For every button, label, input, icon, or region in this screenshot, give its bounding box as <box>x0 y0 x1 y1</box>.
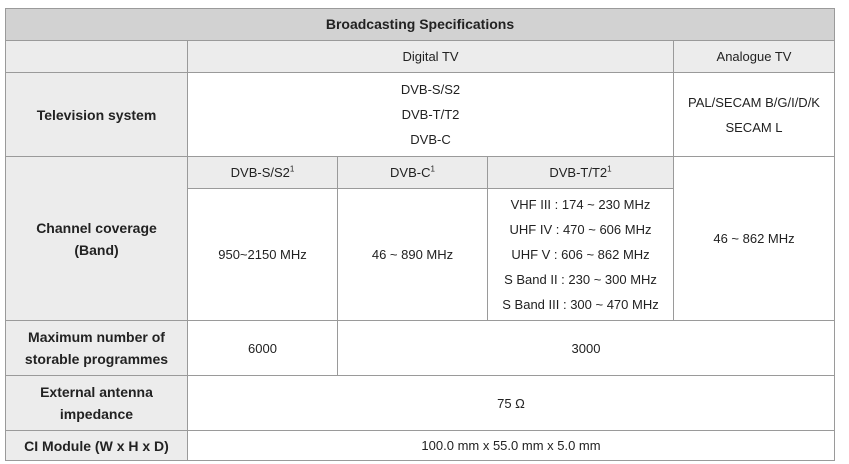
table-title: Broadcasting Specifications <box>4 8 836 41</box>
tv-system-value: SECAM L <box>725 119 783 135</box>
row-label-line: storable programmes <box>24 351 169 367</box>
band-range: S Band III : 300 ~ 470 MHz <box>502 297 659 312</box>
row-label-ci-module: CI Module (W x H x D) <box>5 430 188 461</box>
row-label-line: impedance <box>59 406 134 422</box>
dvbt-channel-coverage: VHF III : 174 ~ 230 MHz UHF IV : 470 ~ 6… <box>487 188 674 321</box>
analogue-television-systems: PAL/SECAM B/G/I/D/K SECAM L <box>672 72 836 157</box>
dvbs-max-programmes: 6000 <box>187 320 338 376</box>
band-range: VHF III : 174 ~ 230 MHz <box>510 197 651 212</box>
column-header-analogue-tv: Analogue TV <box>672 40 836 73</box>
sub-header-dvbs: DVB-S/S21 <box>187 156 338 189</box>
row-label-channel-coverage: Channel coverage (Band) <box>5 156 188 321</box>
dvbs-channel-coverage: 950~2150 MHz <box>187 188 338 321</box>
footnote-marker: 1 <box>607 164 612 174</box>
column-header-digital-tv: Digital TV <box>187 40 674 73</box>
broadcasting-specifications-table: Broadcasting Specifications Digital TV A… <box>4 8 836 461</box>
tv-system-value: DVB-S/S2 <box>400 82 461 97</box>
row-label-antenna-impedance: External antenna impedance <box>5 375 188 431</box>
row-label-line: Channel coverage <box>36 219 157 236</box>
ci-module-dimensions: 100.0 mm x 55.0 mm x 5.0 mm <box>186 430 836 461</box>
analogue-channel-coverage: 46 ~ 862 MHz <box>672 156 836 321</box>
row-label-max-programmes: Maximum number of storable programmes <box>5 320 188 376</box>
tv-system-value: DVB-T/T2 <box>401 107 460 122</box>
tv-system-value: DVB-C <box>410 132 451 147</box>
digital-television-systems: DVB-S/S2 DVB-T/T2 DVB-C <box>187 72 674 157</box>
sub-header-label: DVB-S/S2 <box>230 165 290 180</box>
row-label-line: External antenna <box>40 384 153 400</box>
row-label-television-system: Television system <box>5 72 188 157</box>
footnote-marker: 1 <box>289 164 295 174</box>
other-max-programmes: 3000 <box>336 320 836 376</box>
sub-header-dvbc: DVB-C1 <box>337 156 488 189</box>
band-range: UHF IV : 470 ~ 606 MHz <box>509 222 652 237</box>
dvbc-channel-coverage: 46 ~ 890 MHz <box>337 188 488 321</box>
empty-corner-cell <box>5 40 188 73</box>
sub-header-label: DVB-C <box>390 165 431 180</box>
band-range: UHF V : 606 ~ 862 MHz <box>511 247 650 262</box>
row-label-line: Maximum number of <box>28 329 165 345</box>
row-label-line: (Band) <box>74 241 119 258</box>
sub-header-label: DVB-T/T2 <box>549 165 608 180</box>
footnote-marker: 1 <box>430 164 435 174</box>
band-range: S Band II : 230 ~ 300 MHz <box>504 272 657 287</box>
tv-system-value: PAL/SECAM B/G/I/D/K <box>688 94 820 110</box>
sub-header-dvbt: DVB-T/T21 <box>487 156 674 189</box>
antenna-impedance-value: 75 Ω <box>186 375 836 431</box>
